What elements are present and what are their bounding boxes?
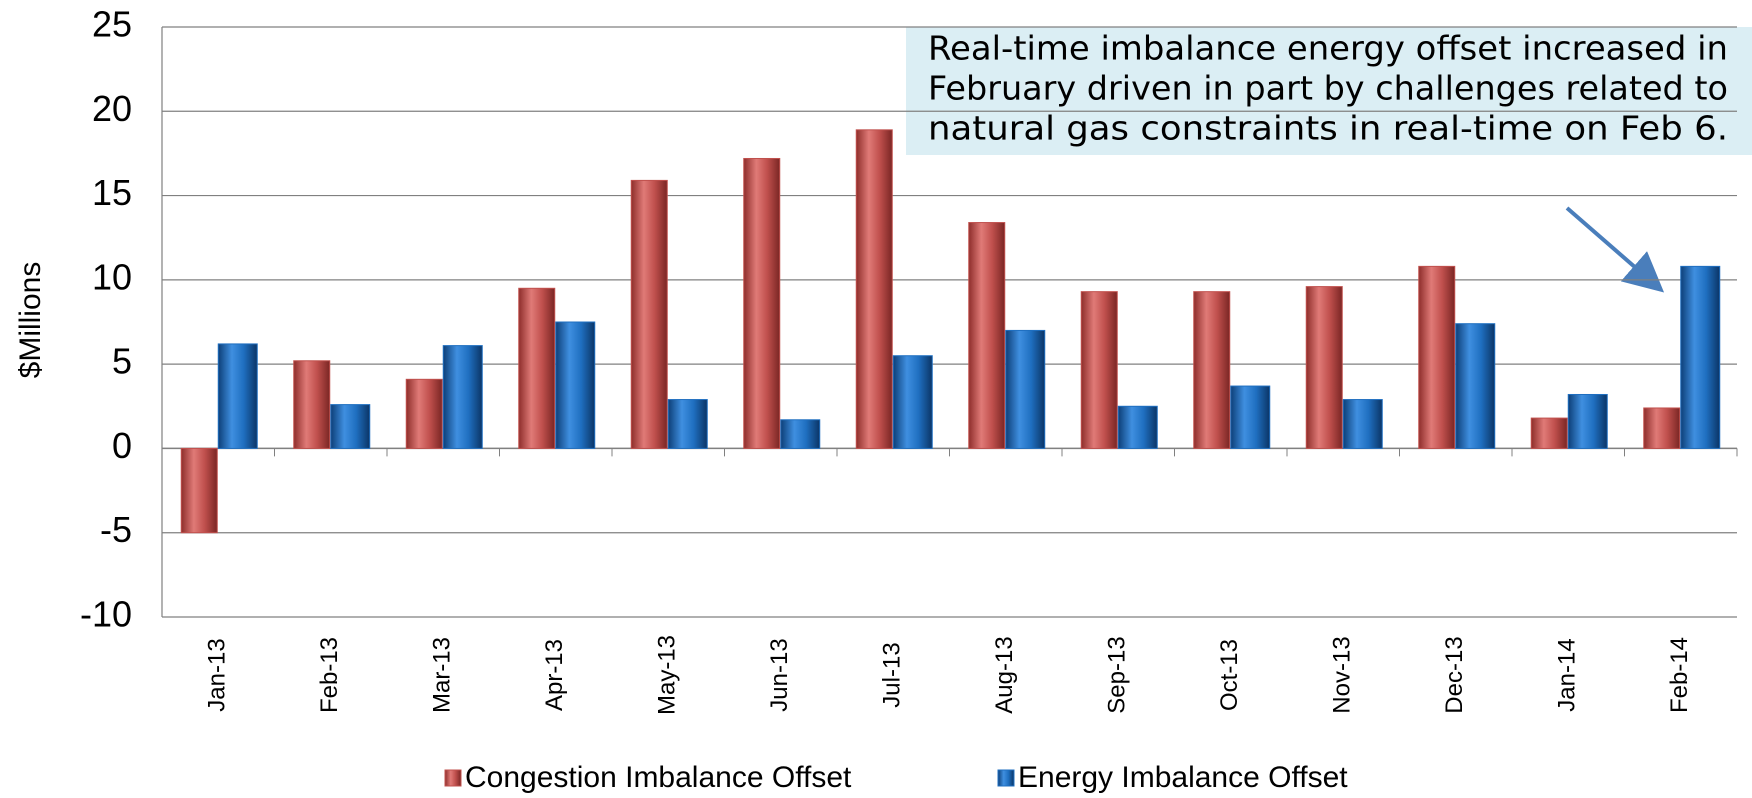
x-tick-label: Mar-13: [429, 637, 456, 713]
x-tick-label: Nov-13: [1329, 636, 1356, 713]
bar: [1080, 291, 1118, 449]
y-tick-label: 0: [112, 425, 132, 466]
bar: [1455, 323, 1496, 449]
x-tick-label: May-13: [654, 635, 681, 715]
x-tick-label: Sep-13: [1104, 636, 1131, 713]
y-tick-label: -5: [100, 509, 132, 550]
x-tick-label: Jan-13: [204, 638, 231, 711]
bar: [1305, 286, 1343, 449]
bar: [1643, 407, 1681, 449]
bar: [855, 129, 893, 449]
x-tick-label: Apr-13: [541, 639, 568, 711]
y-tick-label: 25: [92, 4, 132, 45]
bar: [1230, 385, 1271, 449]
legend-swatch: [997, 769, 1015, 787]
y-tick-label: 5: [112, 341, 132, 382]
y-tick-label: -10: [80, 594, 132, 635]
y-axis-label: $Millions: [14, 262, 47, 379]
x-tick-label: Jul-13: [879, 642, 906, 707]
bar: [667, 399, 708, 449]
y-tick-label: 10: [92, 256, 132, 297]
legend-label: Energy Imbalance Offset: [1018, 761, 1348, 794]
bar: [1530, 417, 1568, 449]
bar: [442, 345, 483, 449]
bar: [1117, 405, 1158, 449]
bar: [180, 447, 218, 534]
annotation-box: [906, 27, 1752, 155]
bar: [780, 419, 821, 449]
x-tick-label: Oct-13: [1216, 639, 1243, 711]
x-tick-label: Feb-14: [1666, 637, 1693, 713]
bar: [293, 360, 331, 449]
x-tick-label: Jan-14: [1554, 638, 1581, 711]
bar: [1567, 393, 1608, 449]
bar: [405, 378, 443, 449]
y-tick-label: 20: [92, 88, 132, 129]
y-tick-label: 15: [92, 172, 132, 213]
bar: [555, 321, 596, 449]
bar: [968, 222, 1006, 449]
bar: [1005, 329, 1046, 449]
bar: [630, 179, 668, 449]
bar: [1418, 265, 1456, 449]
bar: [1680, 265, 1721, 449]
x-tick-label: Dec-13: [1441, 636, 1468, 713]
x-tick-label: Aug-13: [991, 636, 1018, 713]
bar: [330, 404, 371, 449]
annotation-text: February driven in part by challenges re…: [928, 69, 1728, 108]
x-tick-label: Jun-13: [766, 638, 793, 711]
annotation: Real-time imbalance energy offset increa…: [906, 27, 1752, 293]
annotation-text: Real-time imbalance energy offset increa…: [928, 29, 1728, 68]
bar: [1193, 291, 1231, 449]
bar: [217, 343, 258, 449]
bar: [892, 355, 933, 449]
bar: [743, 157, 781, 449]
bar: [1342, 399, 1383, 449]
x-tick-label: Feb-13: [316, 637, 343, 713]
legend-swatch: [444, 769, 462, 787]
annotation-arrow: [1565, 206, 1665, 293]
legend-label: Congestion Imbalance Offset: [465, 761, 852, 794]
bar: [518, 287, 556, 449]
annotation-text: natural gas constraints in real-time on …: [928, 109, 1728, 148]
